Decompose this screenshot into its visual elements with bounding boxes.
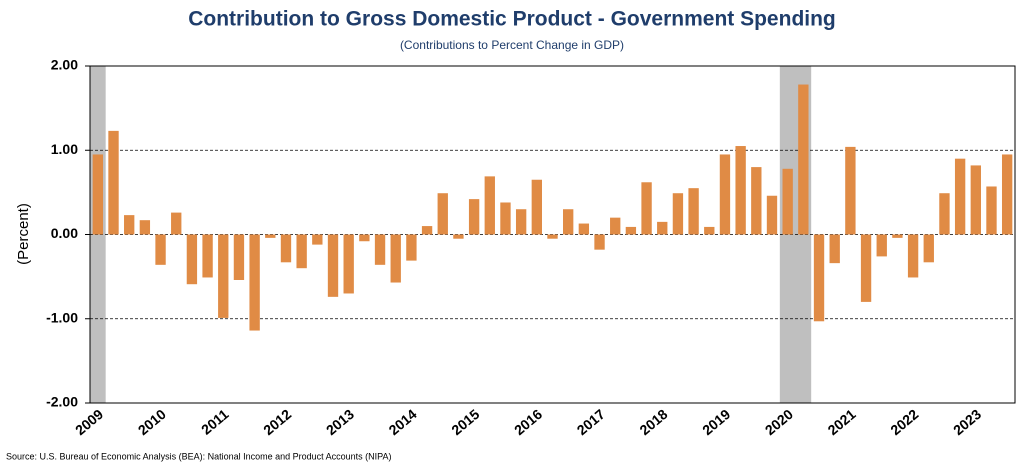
- plot-frame: [89, 65, 1016, 404]
- bar: [406, 234, 417, 261]
- bar: [845, 146, 856, 235]
- x-tick-label: 2015: [448, 406, 482, 438]
- bar: [939, 193, 950, 235]
- bar: [688, 188, 699, 235]
- bar: [986, 186, 997, 235]
- x-tick-label: 2021: [825, 406, 859, 438]
- bar: [327, 234, 339, 297]
- bar: [970, 165, 981, 235]
- x-tick-label: 2023: [950, 406, 984, 438]
- bar: [876, 234, 887, 257]
- y-tick-label: 0.00: [51, 225, 78, 241]
- bar: [265, 234, 276, 238]
- bar: [923, 234, 934, 263]
- bar: [813, 234, 825, 322]
- y-axis-label: (Percent): [15, 203, 32, 265]
- x-tick-label: 2013: [323, 406, 357, 438]
- bar: [751, 167, 762, 235]
- bar: [186, 234, 198, 285]
- chart-title: Contribution to Gross Domestic Product -…: [188, 8, 836, 31]
- bar: [594, 234, 605, 250]
- bar: [218, 234, 229, 318]
- bar: [515, 209, 527, 235]
- y-tick-label: -1.00: [46, 309, 78, 325]
- bar: [704, 226, 715, 235]
- bar: [610, 217, 621, 235]
- bar: [92, 154, 104, 235]
- bar: [124, 215, 135, 235]
- x-tick-label: 2018: [636, 406, 670, 438]
- bar: [1001, 154, 1013, 235]
- y-tick-label: 1.00: [51, 141, 78, 157]
- bar: [657, 221, 668, 235]
- bar: [719, 154, 731, 235]
- bar: [343, 234, 354, 294]
- bar: [421, 226, 433, 235]
- bar: [108, 130, 119, 235]
- bar: [312, 234, 323, 245]
- bar: [390, 234, 401, 283]
- bar: [563, 209, 574, 235]
- chart-subtitle: (Contributions to Percent Change in GDP): [400, 38, 624, 52]
- bar: [829, 234, 840, 264]
- bar: [907, 234, 919, 278]
- x-tick-label: 2012: [260, 406, 294, 438]
- x-tick-label: 2010: [135, 406, 169, 438]
- x-tick-label: 2009: [72, 406, 106, 438]
- bar: [155, 234, 166, 265]
- bar: [782, 168, 793, 235]
- bar: [437, 193, 448, 235]
- bar: [202, 234, 213, 278]
- bar: [798, 84, 809, 235]
- bar: [296, 234, 307, 269]
- bar: [139, 220, 151, 235]
- bar: [766, 195, 778, 235]
- bar: [578, 223, 590, 235]
- bar: [892, 234, 903, 238]
- bar: [359, 234, 370, 242]
- bar: [641, 182, 652, 235]
- x-tick-label: 2017: [574, 406, 608, 438]
- source-note: Source: U.S. Bureau of Economic Analysis…: [6, 451, 392, 461]
- bar: [735, 146, 746, 235]
- bar: [249, 234, 260, 331]
- x-tick-label: 2011: [198, 406, 232, 438]
- y-tick-label: -2.00: [46, 394, 78, 410]
- bar: [374, 234, 386, 265]
- bar: [280, 234, 292, 263]
- bar: [500, 202, 511, 235]
- x-tick-label: 2020: [762, 406, 796, 438]
- y-tick-label: 2.00: [51, 57, 78, 73]
- x-tick-label: 2022: [887, 406, 921, 438]
- x-tick-label: 2016: [511, 406, 545, 438]
- bar: [468, 199, 480, 235]
- x-tick-label: 2014: [386, 406, 420, 438]
- bar: [171, 212, 182, 235]
- bar: [453, 234, 464, 239]
- bar: [672, 193, 684, 235]
- bar: [531, 179, 542, 235]
- bar: [484, 176, 495, 235]
- bar: [547, 234, 558, 239]
- x-tick-label: 2019: [699, 406, 733, 438]
- bar: [860, 234, 872, 302]
- bar: [625, 226, 637, 235]
- bar: [233, 234, 245, 280]
- bar: [954, 158, 966, 235]
